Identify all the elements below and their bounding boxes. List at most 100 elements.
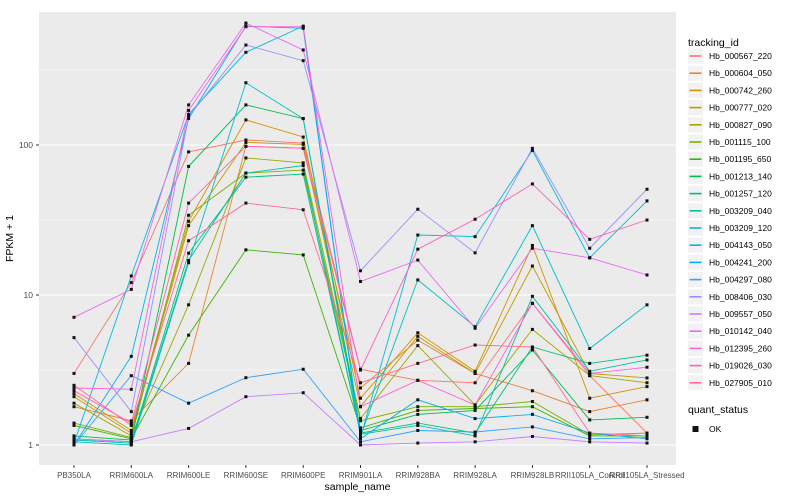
data-point — [530, 399, 534, 403]
data-point — [187, 112, 191, 116]
data-point — [473, 434, 477, 438]
data-point — [359, 419, 362, 423]
data-point — [588, 418, 592, 422]
data-point — [301, 391, 305, 395]
data-point — [187, 103, 191, 107]
data-point — [129, 421, 133, 425]
y-axis-title: FPKM + 1 — [4, 215, 16, 262]
x-tick-label: RRII105LA_Stressed — [609, 471, 684, 480]
data-point — [301, 26, 305, 30]
x-axis-title: sample_name — [325, 481, 391, 493]
data-point — [129, 281, 133, 285]
data-point — [301, 161, 305, 165]
data-point — [244, 376, 248, 380]
data-point — [301, 25, 305, 29]
data-point — [187, 261, 191, 265]
data-point — [645, 187, 649, 191]
data-point — [359, 426, 362, 430]
data-point — [588, 440, 592, 444]
legend-label: Hb_010142_040 — [709, 326, 772, 336]
data-point — [187, 239, 191, 243]
data-point — [416, 361, 420, 365]
data-point — [530, 425, 534, 429]
data-point — [72, 401, 76, 405]
data-point — [473, 417, 477, 421]
data-point — [359, 405, 362, 409]
x-tick-label: RRIM928LA — [453, 471, 497, 480]
data-point — [301, 253, 305, 257]
data-point — [645, 441, 649, 445]
data-point — [359, 417, 362, 421]
data-point — [416, 405, 420, 409]
x-tick-label: RRIM901LA — [339, 471, 383, 480]
data-point — [530, 348, 534, 352]
data-point — [588, 396, 592, 400]
data-point — [187, 201, 191, 205]
data-point — [187, 426, 191, 430]
data-point — [588, 437, 592, 441]
data-point — [129, 434, 133, 438]
data-point — [72, 371, 76, 375]
data-point — [244, 81, 248, 85]
data-point — [473, 343, 477, 347]
y-tick-label: 10 — [24, 290, 34, 300]
data-point — [187, 117, 191, 121]
legend-label: Hb_004241_200 — [709, 257, 772, 267]
y-tick-label: 100 — [19, 140, 33, 150]
data-point — [129, 438, 133, 442]
x-tick-label: RRIM928BA — [396, 471, 441, 480]
data-point — [530, 243, 534, 247]
data-point — [244, 50, 248, 54]
data-point — [416, 428, 420, 432]
data-point — [645, 303, 649, 307]
legend-label: Hb_027905_010 — [709, 378, 772, 388]
data-point — [187, 303, 191, 307]
data-point — [530, 412, 534, 416]
legend-key-ok-square — [692, 426, 699, 432]
data-point — [416, 258, 420, 262]
legend-label: Hb_000567_220 — [709, 51, 772, 61]
legend-label: Hb_001257_120 — [709, 189, 772, 199]
data-point — [530, 327, 534, 331]
data-point — [645, 376, 649, 380]
data-point — [645, 381, 649, 385]
data-point — [187, 224, 191, 228]
data-point — [645, 436, 649, 440]
data-point — [473, 408, 477, 412]
data-point — [416, 247, 420, 251]
legend-title-quant-status: quant_status — [688, 404, 748, 416]
x-tick-label: RRIM600LE — [167, 471, 211, 480]
data-point — [473, 217, 477, 221]
data-point — [530, 148, 534, 152]
data-point — [416, 344, 420, 348]
data-point — [244, 25, 248, 29]
data-point — [301, 172, 305, 176]
data-point — [588, 369, 592, 373]
data-point — [473, 440, 477, 444]
data-point — [416, 278, 420, 282]
data-point — [129, 431, 133, 435]
x-tick-label: RRII105LA_Control — [555, 471, 625, 480]
data-point — [244, 395, 248, 399]
data-point — [645, 431, 649, 435]
data-point — [416, 421, 420, 425]
data-point — [244, 248, 248, 252]
data-point — [187, 164, 191, 168]
legend-label: Hb_000827_090 — [709, 120, 772, 130]
data-point — [72, 434, 76, 438]
data-point — [588, 431, 592, 435]
data-point — [473, 403, 477, 407]
data-point — [359, 434, 362, 438]
data-point — [588, 237, 592, 241]
data-point — [588, 374, 592, 378]
data-point — [187, 219, 191, 223]
data-point — [530, 345, 534, 349]
data-point — [473, 326, 477, 330]
legend-label: Hb_019026_030 — [709, 361, 772, 371]
data-point — [473, 405, 477, 409]
data-point — [416, 408, 420, 412]
data-point — [129, 387, 133, 391]
legend-label: Hb_000742_260 — [709, 85, 772, 95]
